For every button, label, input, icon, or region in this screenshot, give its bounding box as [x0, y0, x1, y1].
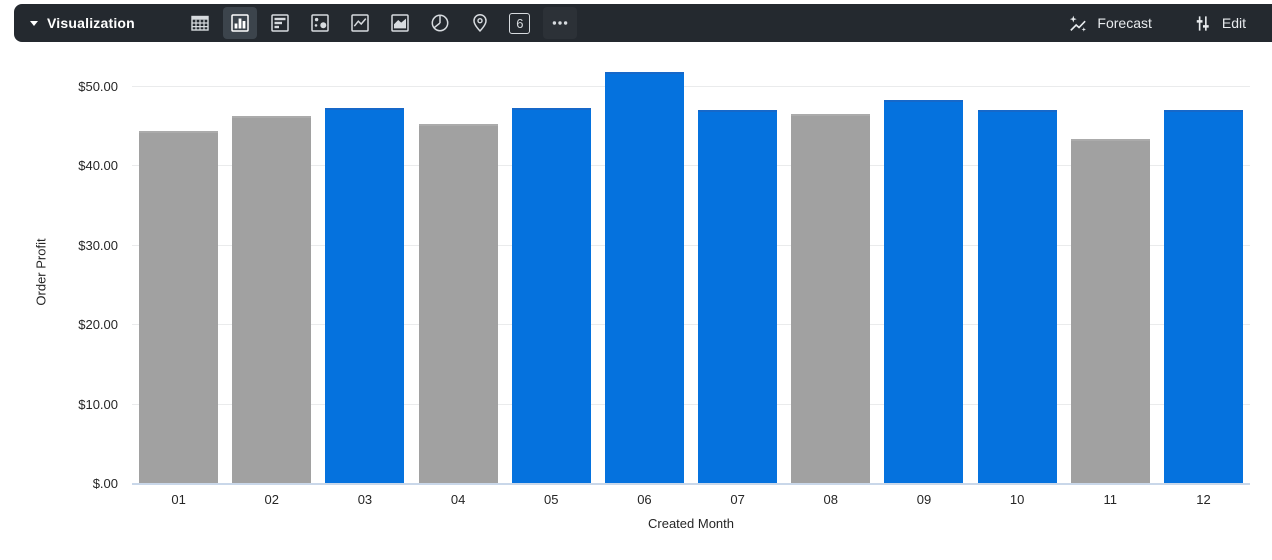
bar-month-10[interactable]	[977, 110, 1057, 484]
chevron-down-icon	[30, 20, 38, 26]
x-tick-label: 12	[1196, 492, 1211, 507]
bar-month-03[interactable]	[325, 108, 405, 484]
chart-type-map-button[interactable]	[463, 7, 497, 39]
map-pin-icon	[473, 14, 487, 32]
bars	[132, 55, 1250, 484]
edit-label: Edit	[1221, 15, 1246, 31]
bar-slot	[318, 55, 411, 484]
x-tick-label: 07	[730, 492, 745, 507]
chart-type-line-button[interactable]	[343, 7, 377, 39]
bar-month-02[interactable]	[232, 116, 312, 484]
bar-slot	[598, 55, 691, 484]
x-axis-title: Created Month	[648, 516, 734, 531]
bar-chart-plot-area	[132, 55, 1250, 485]
bar-slot	[505, 55, 598, 484]
gridline	[132, 244, 1250, 246]
gridline	[132, 403, 1250, 405]
x-tick-label: 06	[637, 492, 652, 507]
forecast-button[interactable]: Forecast	[1067, 13, 1152, 34]
chart-type-pie-button[interactable]	[423, 7, 457, 39]
gridline	[132, 165, 1250, 167]
y-axis-tick-labels: $.00 $10.00 $20.00 $30.00 $40.00 $50.00	[0, 55, 118, 491]
scatter-plot-icon	[311, 14, 329, 32]
bar-month-06[interactable]	[604, 71, 684, 484]
area-chart-icon	[391, 14, 409, 32]
line-chart-icon	[351, 14, 369, 32]
gridline	[132, 86, 1250, 87]
bar-slot	[1064, 55, 1157, 484]
chart-type-single-value-button[interactable]: 6	[503, 7, 537, 39]
gridline	[132, 324, 1250, 326]
bar-slot	[132, 55, 225, 484]
chart-type-switcher: 6	[183, 7, 577, 39]
pie-chart-icon	[431, 14, 449, 32]
x-tick-label: 05	[544, 492, 559, 507]
bar-slot	[877, 55, 970, 484]
more-chart-types-button[interactable]	[542, 7, 577, 39]
x-tick-label: 10	[1009, 492, 1025, 507]
bar-slot	[1157, 55, 1250, 484]
visualization-toolbar: Visualization	[14, 4, 1272, 42]
y-tick-label: $50.00	[78, 79, 118, 94]
forecast-label: Forecast	[1097, 15, 1152, 31]
toolbar-actions: Forecast Edit	[1067, 13, 1246, 34]
bar-slot	[971, 55, 1064, 484]
bar-month-08[interactable]	[791, 114, 871, 484]
bar-month-09[interactable]	[884, 99, 964, 484]
x-axis-line	[132, 483, 1250, 485]
single-value-glyph: 6	[516, 15, 524, 31]
bar-slot	[691, 55, 784, 484]
bar-month-01[interactable]	[139, 130, 219, 484]
chart-type-column-button[interactable]	[222, 7, 257, 39]
edit-button[interactable]: Edit	[1192, 13, 1246, 34]
x-tick-label: 08	[823, 492, 839, 507]
x-tick-label: 01	[171, 492, 186, 507]
x-tick-label: 04	[450, 492, 466, 507]
chart-type-bar-button[interactable]	[263, 7, 297, 39]
x-axis-tick-labels: 01 02 03 04 05 06 07 08 09 10 11 12	[132, 492, 1250, 507]
chart-type-table-button[interactable]	[183, 7, 217, 39]
y-tick-label: $30.00	[78, 237, 118, 253]
x-tick-label: 11	[1103, 492, 1118, 507]
horizontal-bar-chart-icon	[271, 14, 289, 32]
x-tick-label: 09	[916, 492, 932, 507]
y-tick-label: $20.00	[78, 317, 118, 333]
bar-month-11[interactable]	[1070, 138, 1150, 484]
toolbar-title: Visualization	[47, 15, 135, 31]
bar-month-07[interactable]	[698, 110, 778, 484]
bar-month-04[interactable]	[418, 123, 498, 484]
x-tick-label: 03	[357, 492, 373, 507]
chart-type-scatter-button[interactable]	[303, 7, 337, 39]
ellipsis-icon	[552, 21, 568, 25]
bar-slot	[412, 55, 505, 484]
bar-month-05[interactable]	[511, 108, 591, 484]
y-tick-label: $.00	[92, 476, 118, 491]
column-chart-icon	[231, 14, 249, 32]
bar-slot	[225, 55, 318, 484]
gridlines	[132, 55, 1250, 484]
single-value-icon: 6	[509, 12, 531, 34]
bar-slot	[784, 55, 877, 484]
visualization-section-toggle[interactable]: Visualization	[30, 15, 135, 31]
edit-settings-icon	[1196, 15, 1209, 31]
forecast-icon	[1070, 15, 1087, 32]
y-tick-label: $10.00	[78, 396, 118, 412]
table-icon	[191, 15, 209, 31]
x-tick-label: 02	[264, 492, 279, 507]
y-tick-label: $40.00	[78, 158, 118, 174]
chart-type-area-button[interactable]	[383, 7, 417, 39]
bar-month-12[interactable]	[1163, 110, 1243, 484]
